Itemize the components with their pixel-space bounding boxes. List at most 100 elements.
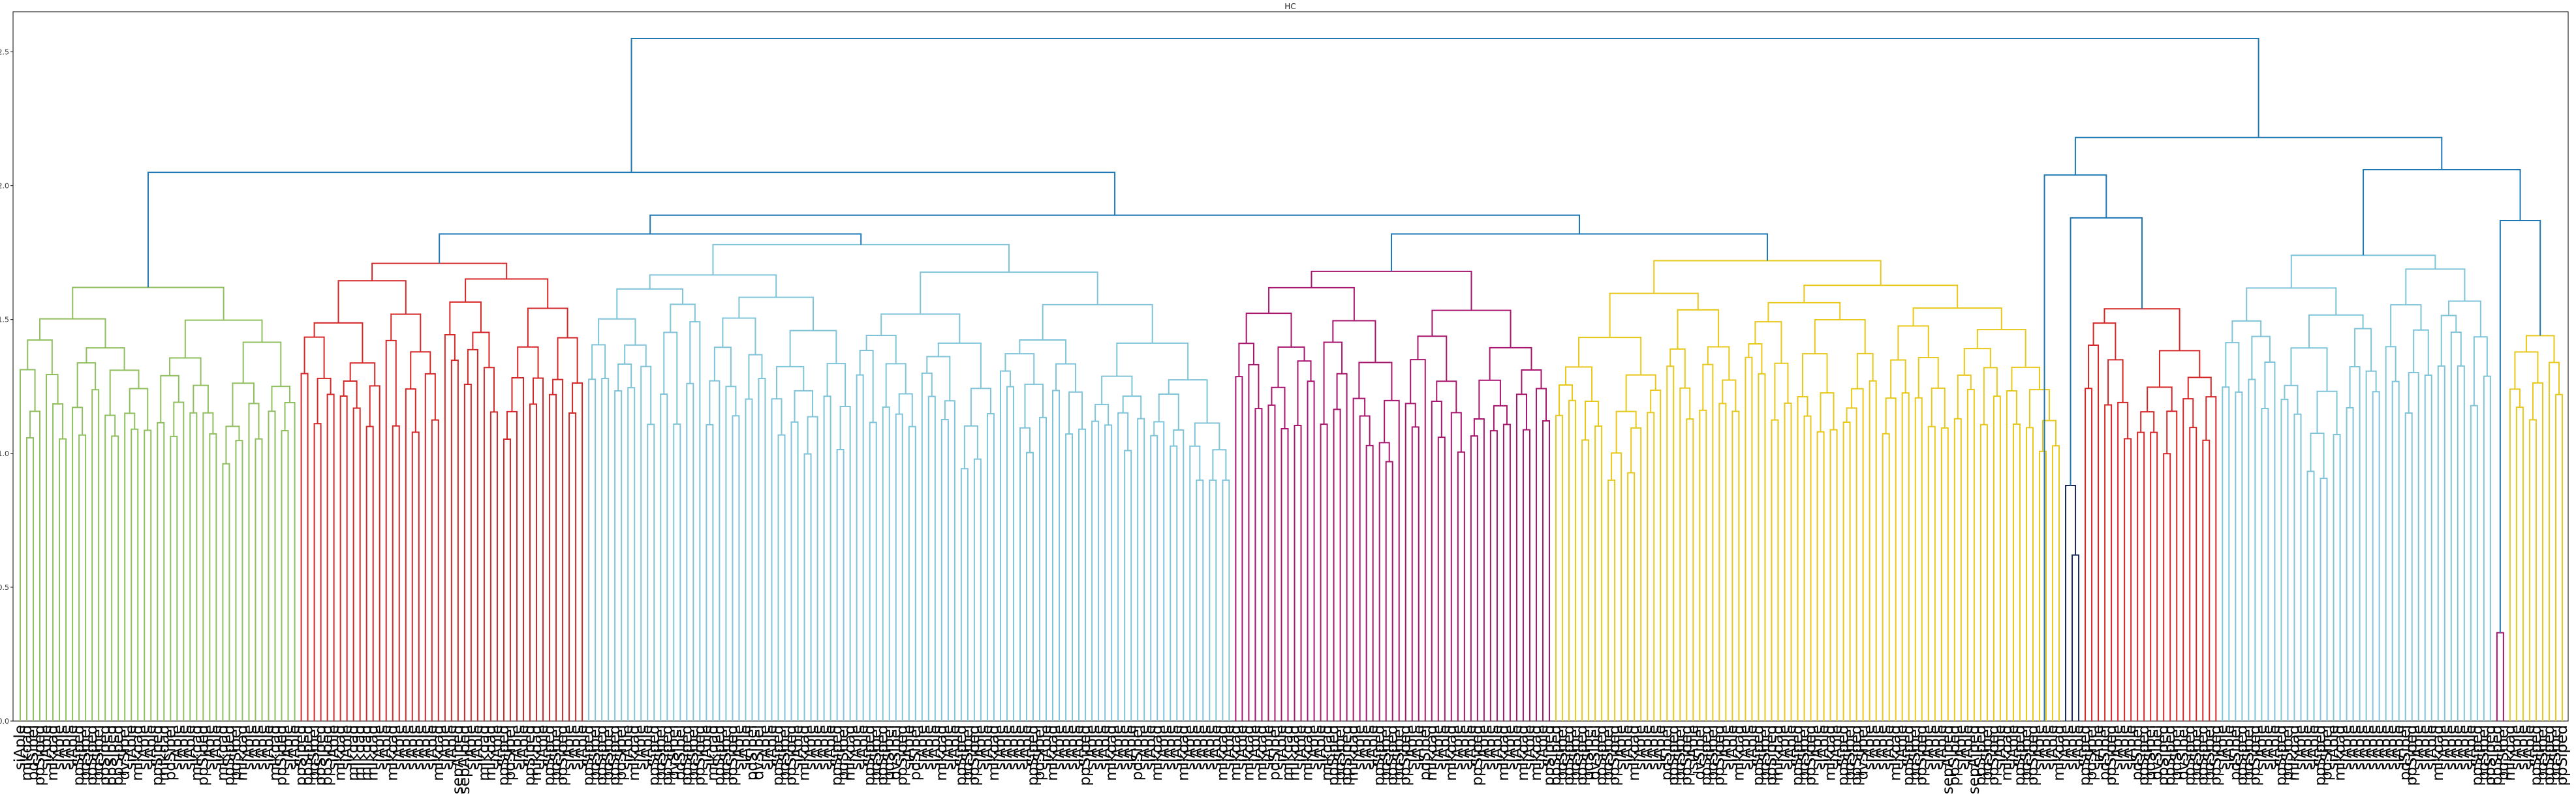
leaf-label: pdSipel (868, 725, 885, 780)
leaf-label: siAple (1489, 725, 1506, 770)
dendrogram-link (1209, 479, 1217, 721)
leaf-label: siAple (632, 725, 649, 770)
dendrogram-link (1630, 427, 1642, 721)
dendrogram-link (1065, 433, 1074, 721)
y-tick-label: 1.5 (0, 316, 9, 324)
dendrogram-link (1078, 428, 1087, 721)
leaf-label: mIkqad (1423, 725, 1440, 781)
dendrogram-link (1816, 431, 1825, 721)
dendrogram-link (2483, 375, 2491, 721)
dendrogram-link (2372, 391, 2380, 721)
leaf-label: siAple (1207, 725, 1224, 770)
dendrogram-link (1124, 450, 1132, 721)
leaf-label: siAple (1927, 725, 1944, 770)
leaf-label: siAple (1508, 725, 1525, 770)
leaf-label: ppSiped (2207, 725, 2224, 786)
leaf-label: siAple (469, 725, 486, 770)
dendrogram-link (807, 416, 818, 721)
dendrogram-link (1101, 375, 1133, 405)
dendrogram-link (2158, 350, 2201, 388)
leaf-label: siAple (1273, 725, 1290, 770)
dendrogram-link (2457, 365, 2465, 721)
leaf-label: siAple (2384, 725, 2401, 770)
leaf-label: siAple (2417, 725, 2434, 770)
leaf-label: pdSipel (1842, 725, 1859, 780)
leaf-label: ppSiped (2103, 725, 2120, 786)
leaf-label: siAple (2462, 725, 2479, 770)
dendrogram-link (2074, 136, 2443, 176)
leaf-label: siAple (1051, 725, 1068, 770)
leaf-label: siAple (1123, 725, 1140, 770)
leaf-label: ppSiped (1763, 725, 1780, 786)
dendrogram-link (2137, 431, 2145, 721)
leaf-label: mIkqad (985, 725, 1002, 781)
leaf-label: siAple (1096, 725, 1113, 770)
leaf-label: siAple (1717, 725, 1734, 770)
dendrogram-link (39, 318, 106, 348)
leaf-label: siAple (1868, 725, 1885, 770)
dendrogram-link (1842, 422, 1851, 721)
dendrogram-link (2205, 396, 2217, 721)
leaf-label: ppSiped (1397, 725, 1414, 786)
leaf-label: mIkqad (1443, 725, 1460, 781)
leaf-label: mIkqad (2430, 725, 2447, 781)
leaf-label: dvSipel (750, 725, 767, 780)
dendrogram-link (2365, 370, 2377, 721)
dendrogram-link (371, 262, 508, 281)
dendrogram-link (963, 425, 978, 469)
dendrogram-link (131, 428, 139, 721)
dendrogram-link (927, 395, 936, 721)
leaf-label: siAple (1352, 725, 1369, 770)
leaf-label: siAple (1613, 725, 1630, 770)
dendrogram-link (2028, 389, 2050, 428)
dendrogram-link (1686, 418, 1694, 721)
dendrogram-link (2316, 390, 2338, 435)
leaf-label: pdSipel (777, 725, 794, 780)
dendrogram-link (465, 278, 549, 309)
dendrogram-link (777, 434, 786, 721)
leaf-label: ppSiped (1384, 725, 1401, 786)
leaf-label: pdSipel (1378, 725, 1395, 780)
leaf-label: pdSipel (2227, 725, 2244, 780)
dendrogram-link (722, 317, 756, 355)
dendrogram-link (1568, 399, 1577, 721)
dendrogram-link (111, 435, 119, 721)
leaf-label: siAple (1809, 725, 1826, 770)
leaf-label: siAple (136, 725, 153, 770)
leaf-label: siAple (123, 725, 140, 770)
leaf-label: mIkqad (1279, 725, 1296, 781)
leaf-label: siAple (1201, 725, 1218, 770)
dendrogram-link (1417, 335, 1448, 382)
leaf-label: siAple (1724, 725, 1741, 770)
dendrogram-link (836, 449, 845, 721)
leaf-label: ppSiped (2489, 725, 2506, 786)
dendrogram-link (789, 330, 837, 367)
leaf-label: siAple (2116, 725, 2133, 770)
dendrogram-link (649, 214, 1580, 234)
leaf-label: siAple (914, 725, 931, 770)
leaf-label: siAple (1162, 725, 1179, 770)
leaf-label: siAple (940, 725, 957, 770)
leaf-label: siAple (253, 725, 270, 770)
leaf-label: ppSiped (1593, 725, 1610, 786)
dendrogram-link (1983, 367, 1998, 425)
dendrogram-link (908, 425, 916, 721)
dendrogram-link (1666, 365, 1675, 721)
leaf-label: mIkqad (704, 725, 721, 781)
dendrogram-link (1748, 343, 1763, 374)
dendrogram-link (1677, 309, 1720, 349)
dendrogram-link (1222, 479, 1230, 721)
root-link (630, 38, 2259, 173)
leaf-label: siAple (1260, 725, 1277, 770)
dendrogram-link (1578, 337, 1642, 375)
leaf-label: siAple (639, 725, 656, 770)
dendrogram-link (920, 271, 1098, 315)
y-tick-label: 0.0 (0, 717, 9, 726)
dendrogram-link (1607, 479, 1616, 721)
leaf-label: pdSipel (25, 725, 42, 780)
leaf-label: mIkqad (1515, 725, 1532, 781)
dendrogram-link (689, 321, 701, 721)
dendrogram-link (660, 393, 668, 721)
dendrogram-link (921, 372, 933, 721)
dendrogram-link (1679, 387, 1691, 721)
